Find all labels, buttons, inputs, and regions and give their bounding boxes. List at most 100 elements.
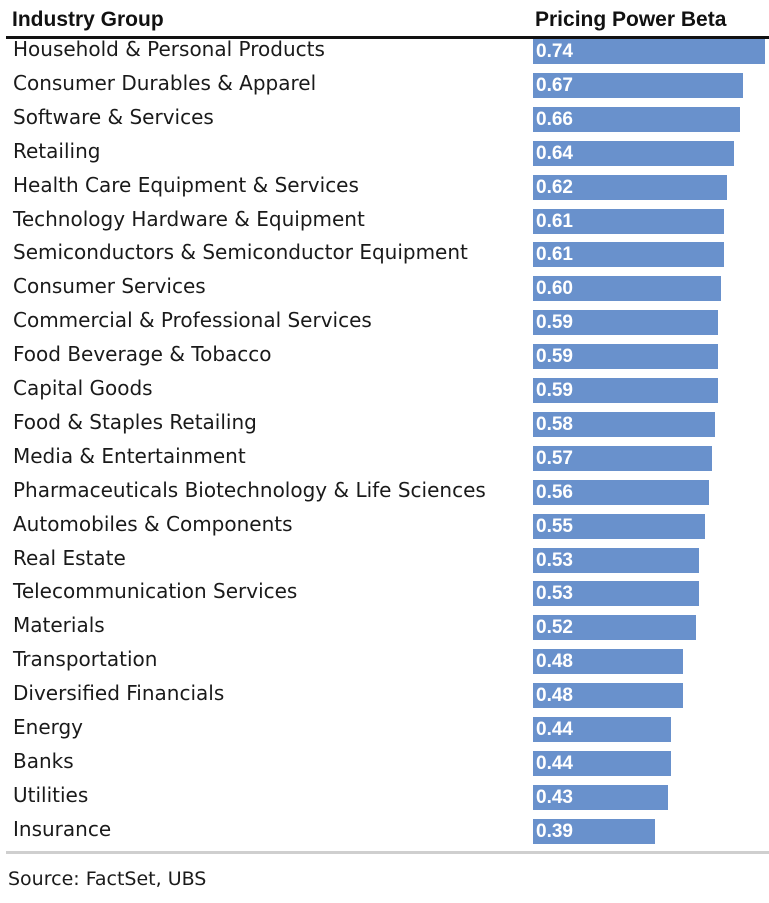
bar — [533, 174, 728, 200]
bar — [533, 344, 718, 370]
bar — [533, 445, 712, 471]
table-row: Consumer Services 0.60 — [0, 272, 769, 306]
value-label: 0.66 — [536, 108, 573, 130]
table-row: Software & Services 0.66 — [0, 103, 769, 137]
source-note: Source: FactSet, UBS — [8, 868, 207, 890]
table-row: Health Care Equipment & Services 0.62 — [0, 171, 769, 205]
bar — [533, 39, 765, 64]
bar — [533, 750, 671, 776]
bar — [533, 547, 700, 573]
header-divider — [6, 36, 769, 39]
bar — [533, 683, 684, 709]
table-row: Consumer Durables & Apparel 0.67 — [0, 69, 769, 103]
value-label: 0.56 — [536, 481, 573, 503]
bar — [533, 513, 706, 539]
bar — [533, 72, 744, 98]
table-row: Pharmaceuticals Biotechnology & Life Sci… — [0, 476, 769, 510]
bar — [533, 717, 671, 742]
category-label: Telecommunication Services — [13, 579, 298, 604]
bar — [533, 784, 668, 810]
category-label: Food Beverage & Tobacco — [13, 342, 272, 367]
category-label: Retailing — [13, 138, 101, 163]
category-label: Real Estate — [13, 545, 126, 570]
bar — [533, 208, 725, 234]
bar — [533, 276, 722, 302]
value-label: 0.48 — [536, 685, 573, 707]
value-label: 0.60 — [536, 278, 573, 300]
table-row: Energy 0.44 — [0, 713, 769, 747]
value-label: 0.43 — [536, 786, 573, 808]
table-row: Household & Personal Products 0.74 — [0, 35, 769, 69]
table-row: Food & Staples Retailing 0.58 — [0, 408, 769, 442]
category-label: Consumer Durables & Apparel — [13, 70, 317, 95]
value-label: 0.67 — [536, 74, 573, 96]
value-label: 0.58 — [536, 413, 573, 435]
value-label: 0.48 — [536, 651, 573, 673]
value-label: 0.59 — [536, 346, 573, 368]
table-row: Food Beverage & Tobacco 0.59 — [0, 340, 769, 374]
category-label: Media & Entertainment — [13, 443, 246, 468]
bar — [533, 140, 734, 166]
value-label: 0.59 — [536, 312, 573, 334]
category-label: Utilities — [13, 782, 89, 807]
value-label: 0.53 — [536, 583, 573, 605]
footer-divider — [6, 851, 769, 854]
table-row: Retailing 0.64 — [0, 137, 769, 171]
bar — [533, 615, 697, 641]
category-label: Consumer Services — [13, 274, 206, 299]
bar — [533, 818, 656, 844]
bar — [533, 106, 740, 132]
category-label: Materials — [13, 613, 105, 638]
value-label: 0.52 — [536, 617, 573, 639]
value-label: 0.64 — [536, 142, 573, 164]
category-label: Banks — [13, 748, 74, 773]
value-label: 0.39 — [536, 820, 573, 842]
table-row: Transportation 0.48 — [0, 645, 769, 679]
value-label: 0.62 — [536, 176, 573, 198]
category-label: Software & Services — [13, 104, 214, 129]
category-label: Semiconductors & Semiconductor Equipment — [13, 240, 468, 265]
value-label: 0.55 — [536, 515, 573, 537]
table-row: Automobiles & Components 0.55 — [0, 510, 769, 544]
category-label: Capital Goods — [13, 376, 153, 400]
table-row: Banks 0.44 — [0, 747, 769, 781]
table-row: Diversified Financials 0.48 — [0, 679, 769, 713]
header-industry-group: Industry Group — [12, 8, 164, 31]
category-label: Commercial & Professional Services — [13, 308, 372, 333]
category-label: Energy — [13, 715, 84, 739]
category-label: Technology Hardware & Equipment — [13, 206, 365, 231]
table-row: Materials 0.52 — [0, 611, 769, 645]
table-row: Media & Entertainment 0.57 — [0, 442, 769, 476]
bar — [533, 411, 715, 437]
table-row: Telecommunication Services 0.53 — [0, 577, 769, 611]
table-row: Technology Hardware & Equipment 0.61 — [0, 205, 769, 239]
category-label: Pharmaceuticals Biotechnology & Life Sci… — [13, 477, 486, 502]
bar — [533, 581, 700, 607]
value-label: 0.53 — [536, 549, 573, 571]
category-label: Health Care Equipment & Services — [13, 172, 359, 197]
value-label: 0.57 — [536, 447, 573, 469]
category-label: Diversified Financials — [13, 681, 225, 706]
value-label: 0.61 — [536, 244, 573, 266]
value-label: 0.44 — [536, 719, 573, 740]
bar — [533, 479, 709, 505]
table-row: Semiconductors & Semiconductor Equipment… — [0, 238, 769, 272]
bar — [533, 242, 725, 268]
category-label: Automobiles & Components — [13, 511, 293, 536]
table-row: Insurance 0.39 — [0, 815, 769, 849]
value-label: 0.61 — [536, 210, 573, 232]
table-row: Utilities 0.43 — [0, 781, 769, 815]
header-pricing-power-beta: Pricing Power Beta — [535, 8, 727, 31]
bar — [533, 649, 684, 675]
table-row: Capital Goods 0.59 — [0, 374, 769, 408]
value-label: 0.44 — [536, 752, 573, 774]
table-row: Real Estate 0.53 — [0, 544, 769, 578]
bar — [533, 310, 718, 336]
category-label: Transportation — [13, 647, 158, 672]
value-label: 0.74 — [536, 41, 573, 62]
category-label: Household & Personal Products — [13, 37, 325, 61]
bar — [533, 378, 718, 403]
category-label: Insurance — [13, 816, 112, 841]
table-row: Commercial & Professional Services 0.59 — [0, 306, 769, 340]
